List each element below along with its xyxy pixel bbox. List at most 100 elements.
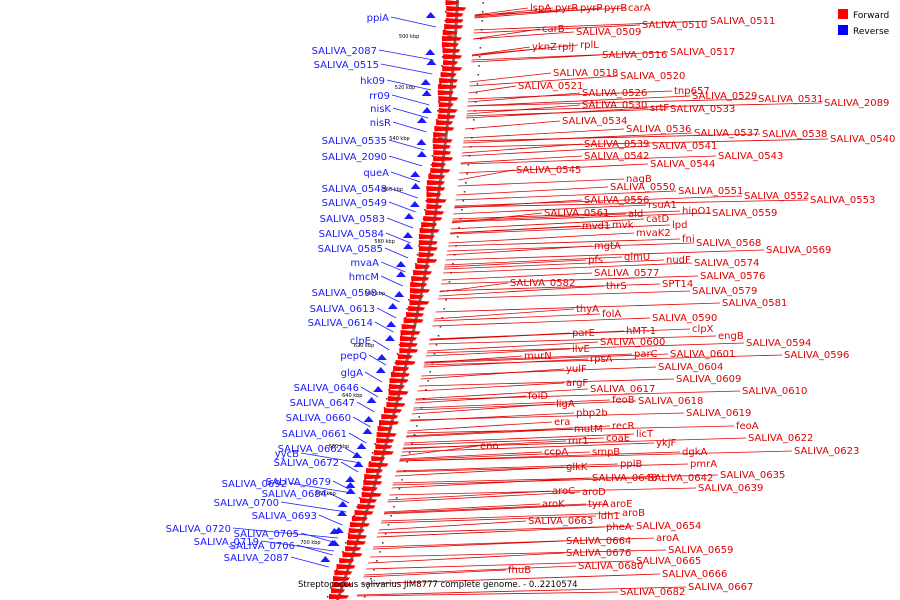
forward-gene-label: SALIVA_0574: [694, 258, 759, 269]
tick-label: 700 kbp: [300, 540, 320, 546]
track-dot: [408, 452, 411, 454]
track-dot: [415, 263, 417, 265]
forward-gene-label: pfs: [588, 255, 603, 266]
forward-leader-line: [396, 463, 619, 472]
forward-gene-feature: [444, 24, 464, 30]
forward-gene-label: lpd: [672, 220, 687, 231]
forward-gene-label: glmU: [624, 252, 650, 263]
forward-gene-label: SALIVA_0526: [582, 88, 647, 99]
reverse-leader-line: [385, 232, 411, 244]
forward-leader-line: [366, 560, 635, 570]
track-dot: [379, 425, 381, 427]
forward-gene-label: SALIVA_0664: [566, 536, 631, 547]
forward-leader-line: [454, 195, 743, 207]
forward-gene-label: hipO1: [682, 206, 712, 217]
forward-gene-feature: [411, 276, 430, 282]
forward-gene-label: engB: [718, 331, 744, 342]
forward-gene-feature: [334, 570, 353, 576]
forward-gene-label: SALIVA_0544: [650, 159, 715, 170]
reverse-gene-feature: [320, 556, 331, 562]
forward-leader-line: [467, 95, 691, 107]
reverse-gene-label: SALIVA_0679: [266, 477, 331, 488]
track-dot: [466, 173, 468, 175]
reverse-leader-line: [388, 201, 416, 213]
legend: Forward Reverse: [838, 9, 890, 37]
forward-gene-label: pyrR: [555, 3, 578, 14]
reverse-gene-feature: [345, 488, 356, 494]
forward-gene-feature: [426, 186, 446, 192]
forward-leader-line: [387, 490, 551, 501]
reverse-leader-line: [390, 171, 421, 183]
forward-gene-label: lspA: [530, 3, 551, 14]
track-dot: [452, 263, 454, 265]
forward-gene-feature: [331, 588, 345, 594]
reverse-leader-line: [372, 339, 390, 351]
reverse-gene-feature: [403, 243, 414, 249]
reverse-leader-line: [300, 532, 337, 544]
forward-leader-line: [466, 108, 669, 117]
reverse-gene-label: yycB: [275, 449, 299, 460]
forward-leader-line: [450, 224, 611, 234]
forward-leader-line: [372, 540, 565, 550]
reverse-gene-feature: [363, 416, 374, 422]
forward-leader-line: [464, 120, 561, 130]
forward-gene-label: SALIVA_0600: [600, 337, 665, 348]
forward-gene-feature: [395, 360, 416, 366]
forward-leader-line: [469, 72, 552, 83]
reverse-leader-line: [290, 556, 329, 568]
track-dot: [356, 506, 358, 508]
forward-leader-line: [380, 515, 597, 524]
track-dot: [435, 344, 438, 346]
reverse-gene-label: SALIVA_0549: [322, 198, 387, 209]
forward-gene-label: SALIVA_0635: [720, 470, 785, 481]
forward-gene-label: fhuB: [508, 565, 531, 576]
reverse-gene-feature: [420, 79, 431, 85]
forward-gene-label: SPT14: [662, 279, 693, 290]
track-dot: [395, 497, 398, 499]
reverse-gene-feature: [425, 49, 436, 55]
forward-leader-line: [434, 308, 575, 320]
track-dot: [367, 587, 369, 589]
track-dot: [384, 533, 387, 535]
reverse-leader-line: [376, 307, 397, 319]
forward-gene-feature: [432, 138, 453, 144]
forward-gene-feature: [425, 210, 445, 216]
forward-gene-feature: [366, 468, 383, 474]
forward-gene-label: SALIVA_0622: [748, 433, 813, 444]
reverse-leader-line: [296, 544, 333, 556]
forward-gene-feature: [438, 84, 457, 90]
forward-gene-feature: [399, 342, 418, 348]
track-dot: [467, 164, 470, 166]
forward-gene-label: carA: [628, 3, 651, 14]
reverse-gene-label: queA: [363, 168, 389, 179]
forward-gene-label: SALIVA_0511: [710, 16, 775, 27]
track-dot: [481, 20, 483, 22]
forward-leader-line: [471, 46, 531, 56]
track-dot: [374, 443, 376, 445]
reverse-gene-label: hk09: [360, 76, 385, 87]
forward-gene-feature: [438, 96, 459, 102]
forward-leader-line: [427, 341, 599, 352]
track-dot: [382, 542, 384, 544]
forward-gene-label: murN: [524, 351, 552, 362]
forward-gene-label: SALIVA_0531: [758, 94, 823, 105]
reverse-gene-feature: [337, 501, 348, 507]
forward-gene-label: SALIVA_0551: [678, 186, 743, 197]
forward-gene-feature: [438, 108, 458, 114]
tick-label: 620 kbp: [354, 343, 374, 349]
forward-leader-line: [445, 249, 765, 261]
forward-leader-line: [381, 512, 621, 522]
forward-gene-label: folA: [602, 309, 621, 320]
track-dot: [439, 83, 442, 85]
track-dot: [416, 254, 419, 256]
forward-gene-feature: [426, 180, 445, 186]
forward-gene-label: SALIVA_0619: [686, 408, 751, 419]
reverse-gene-feature: [409, 201, 420, 207]
reverse-gene-label: SALIVA_0548: [322, 184, 387, 195]
forward-gene-label: ligA: [556, 399, 575, 410]
reverse-gene-feature: [345, 482, 356, 488]
forward-gene-label: thrS: [606, 281, 627, 292]
forward-gene-feature: [421, 222, 438, 228]
reverse-gene-label: SALIVA_2087: [312, 46, 377, 57]
reverse-leader-line: [328, 492, 350, 504]
